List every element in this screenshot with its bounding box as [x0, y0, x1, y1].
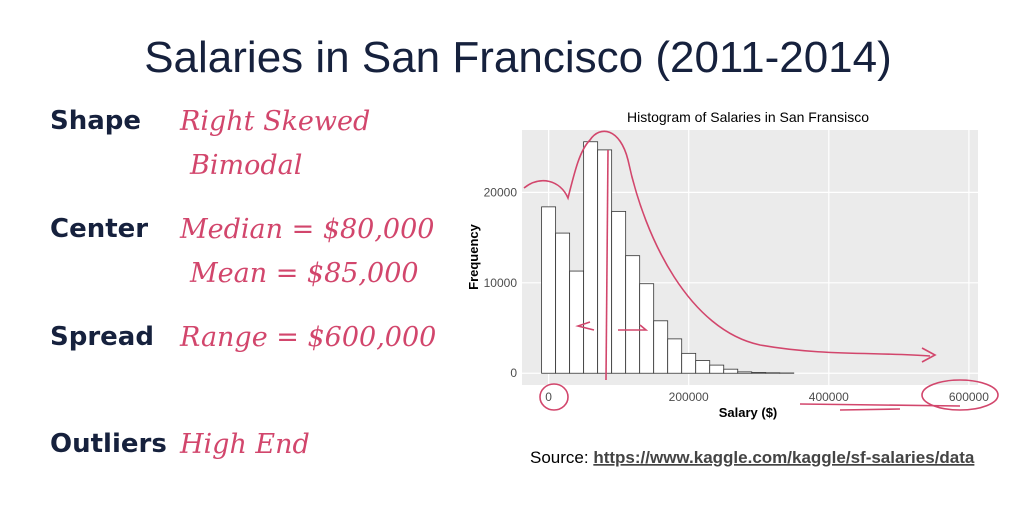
bar: [737, 371, 753, 374]
bar: [625, 255, 641, 374]
bar: [569, 270, 585, 374]
bar: [667, 338, 683, 374]
bar: [681, 352, 697, 374]
source-label: Source:: [530, 448, 589, 467]
ink-circle: [921, 379, 999, 411]
ink-circle: [539, 383, 569, 411]
section-label: Spread: [50, 322, 154, 352]
slide-title: Salaries in San Francisco (2011-2014): [144, 33, 892, 82]
x-tick-label: 200000: [669, 390, 709, 404]
bar: [541, 206, 557, 374]
ink-underline: [799, 403, 961, 411]
x-axis-label: Salary ($): [719, 405, 778, 420]
ink-median: [605, 149, 609, 381]
bar: [653, 320, 669, 374]
section-label: Center: [50, 214, 148, 244]
annotations: [523, 130, 999, 411]
ink-curve: [523, 130, 931, 357]
bar: [723, 368, 739, 374]
bar: [611, 210, 627, 374]
y-tick-label: 20000: [484, 185, 518, 199]
handwritten-note: Median = $80,000: [179, 214, 434, 245]
bar: [695, 360, 711, 374]
handwritten-note: Right Skewed: [179, 106, 370, 137]
chart-title: Histogram of Salaries in San Fransisco: [627, 109, 869, 125]
y-tick-label: 0: [510, 366, 517, 380]
sections: Shape Right Skewed Bimodal Center Median = $…: [50, 106, 436, 460]
x-tick-label: 0: [545, 390, 552, 404]
source: Source: https://www.kaggle.com/kaggle/sf…: [530, 448, 975, 467]
handwritten-note: Bimodal: [189, 150, 302, 181]
handwritten-note: Range = $600,000: [179, 322, 436, 353]
source-link[interactable]: https://www.kaggle.com/kaggle/sf-salarie…: [593, 448, 975, 467]
bar: [709, 364, 725, 374]
bar: [583, 141, 599, 374]
x-tick-label: 400000: [809, 390, 849, 404]
bar: [597, 149, 613, 374]
section-label: Shape: [50, 106, 141, 136]
handwritten-note: High End: [179, 429, 310, 460]
handwritten-note: Mean = $85,000: [189, 258, 419, 289]
bar: [555, 232, 571, 374]
x-tick-label: 600000: [949, 390, 989, 404]
ink-spread: [575, 321, 649, 331]
bar: [751, 372, 767, 374]
ink-arrow: [921, 347, 937, 363]
y-tick-label: 10000: [484, 276, 518, 290]
bar: [639, 283, 655, 374]
section-label: Outliers: [50, 429, 167, 459]
y-axis-label: Frequency: [466, 223, 481, 290]
